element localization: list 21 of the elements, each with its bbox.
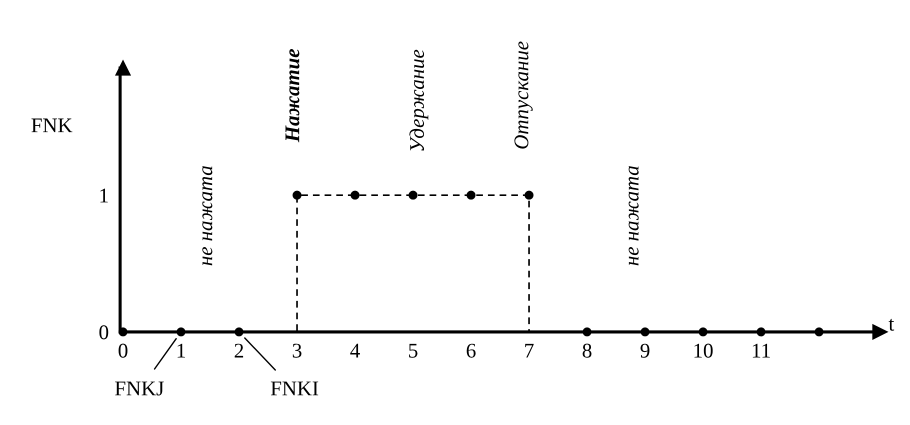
x-tick-label: 0 — [118, 344, 128, 358]
x-tick-label: 6 — [466, 344, 476, 358]
annotation: Удержание — [409, 50, 428, 151]
annotation: FNKJ — [115, 382, 164, 396]
annotation: Нажатие — [286, 48, 300, 142]
x-tick-label: 8 — [582, 344, 592, 358]
x-tick-label: 7 — [525, 344, 534, 358]
y-axis-title: FNK — [31, 118, 72, 132]
x-tick-label: 10 — [694, 344, 713, 358]
x-tick-label: 2 — [234, 344, 244, 358]
x-tick-label: 9 — [640, 344, 650, 358]
annotation: Отпускание — [514, 42, 533, 149]
x-tick-label: 4 — [350, 344, 360, 358]
x-tick-label: 5 — [409, 344, 418, 358]
x-tick-label: 11 — [752, 344, 770, 358]
annotation: FNKI — [270, 382, 318, 396]
x-tick-label: 3 — [292, 344, 302, 358]
annotation: не нажата — [628, 166, 639, 266]
x-axis-title: t — [888, 318, 894, 331]
annotation: не нажата — [202, 166, 212, 266]
x-tick-label: 1 — [178, 344, 185, 358]
